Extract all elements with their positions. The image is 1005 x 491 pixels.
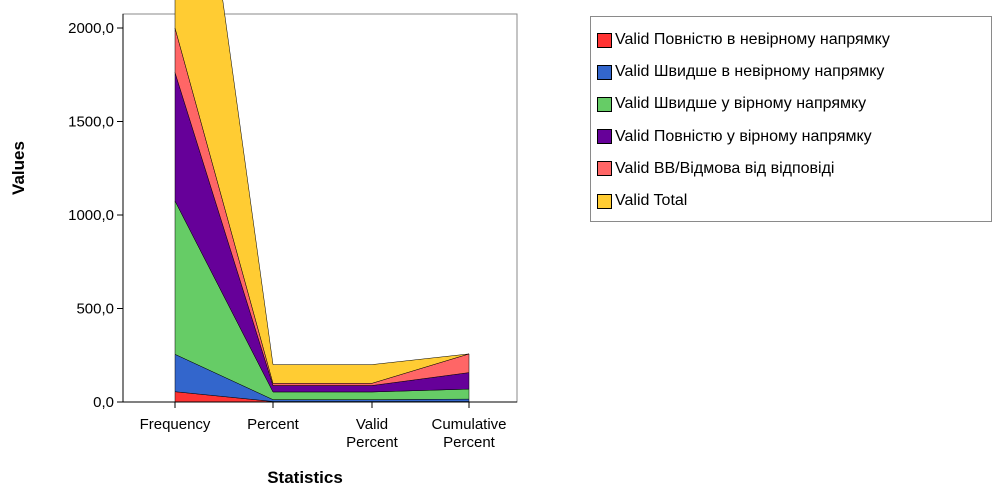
legend: Valid Повністю в невірному напрямку Valid… [590,16,992,222]
y-axis-ticks: 0,0 500,0 1000,0 1500,0 2000,0 [68,20,123,411]
legend-item: Valid Total [597,191,687,211]
legend-swatch [597,32,612,48]
legend-label: Valid ВВ/Відмова від відповіді [615,159,835,177]
area-series [174,0,470,384]
x-tick-label: Frequency [140,416,211,433]
legend-swatch [597,161,612,177]
legend-swatch [597,96,612,112]
x-tick-label: Valid Percent [346,416,399,451]
legend-item: Valid Повністю в невірному напрямку [597,30,890,50]
legend-item: Valid Швидше у вірному напрямку [597,94,866,114]
x-axis-title: Statistics [267,468,343,486]
x-tick-label: Cumulative Percent [431,416,506,451]
legend-item: Valid Повністю у вірному напрямку [597,127,872,147]
y-tick-label: 1500,0 [68,114,114,131]
y-tick-label: 2000,0 [68,20,114,37]
legend-swatch [597,129,612,145]
y-tick-label: 0,0 [93,394,114,411]
y-tick-label: 500,0 [76,301,114,318]
y-axis-title: Values [9,141,28,195]
legend-label: Valid Total [615,192,688,209]
x-axis-ticks: Frequency Percent Valid Percent Cumulative Pe… [140,402,507,451]
legend-item: Valid Швидше в невірному напрямку [597,62,884,82]
x-tick-label: Percent [247,416,300,433]
legend-label: Valid Швидше в невірному напрямку [615,63,885,81]
legend-label: Valid Повністю в невірному напрямку [615,31,890,48]
legend-label: Valid Швидше у вірному напрямку [615,95,867,113]
legend-item: Valid ВВ/Відмова від відповіді [597,159,834,179]
y-tick-label: 1000,0 [68,207,114,224]
legend-label: Valid Повністю у вірному напрямку [615,127,872,145]
legend-swatch [597,193,612,209]
legend-swatch [597,64,612,80]
